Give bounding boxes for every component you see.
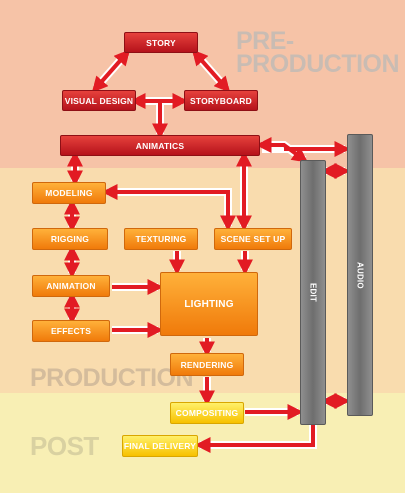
animation-node[interactable]: ANIMATION xyxy=(32,275,110,297)
final-delivery-node[interactable]: FINAL DELIVERY xyxy=(122,435,198,457)
effects-node[interactable]: EFFECTS xyxy=(32,320,110,342)
compositing-label: COMPOSITING xyxy=(175,408,239,418)
visual-design-label: VISUAL DESIGN xyxy=(64,95,134,106)
modeling-node[interactable]: MODELING xyxy=(32,182,106,204)
edit-node[interactable]: EDIT xyxy=(300,160,326,425)
story-node[interactable]: STORY xyxy=(124,32,198,53)
rigging-label: RIGGING xyxy=(50,234,90,244)
texturing-node[interactable]: TEXTURING xyxy=(124,228,198,250)
pre-production-label-text: PRE- PRODUCTION xyxy=(236,27,400,78)
storyboard-label: STORYBOARD xyxy=(190,95,252,106)
rendering-node[interactable]: RENDERING xyxy=(170,353,244,376)
lighting-label: LIGHTING xyxy=(184,298,234,310)
arrow-lines xyxy=(64,49,351,453)
texturing-label: TEXTURING xyxy=(135,234,187,244)
rendering-label: RENDERING xyxy=(180,359,234,370)
lighting-node[interactable]: LIGHTING xyxy=(160,272,258,336)
animatics-label: ANIMATICS xyxy=(135,140,185,151)
animatics-node[interactable]: ANIMATICS xyxy=(60,135,260,156)
pre-production-label: PRE- PRODUCTION xyxy=(236,27,400,78)
audio-node[interactable]: AUDIO xyxy=(347,134,373,416)
effects-label: EFFECTS xyxy=(50,326,92,336)
rigging-node[interactable]: RIGGING xyxy=(32,228,108,250)
edit-label: EDIT xyxy=(308,282,318,303)
audio-label: AUDIO xyxy=(355,261,365,289)
production-label: PRODUCTION xyxy=(30,364,194,392)
post-label: POST xyxy=(30,431,99,461)
scene-set-up-label: SCENE SET UP xyxy=(220,234,286,244)
scene-set-up-node[interactable]: SCENE SET UP xyxy=(214,228,292,250)
final-delivery-label: FINAL DELIVERY xyxy=(123,441,197,451)
animation-label: ANIMATION xyxy=(46,281,96,291)
story-label: STORY xyxy=(146,37,176,48)
storyboard-node[interactable]: STORYBOARD xyxy=(184,90,258,111)
modeling-label: MODELING xyxy=(45,188,93,198)
compositing-node[interactable]: COMPOSITING xyxy=(170,402,244,424)
visual-design-node[interactable]: VISUAL DESIGN xyxy=(62,90,136,111)
